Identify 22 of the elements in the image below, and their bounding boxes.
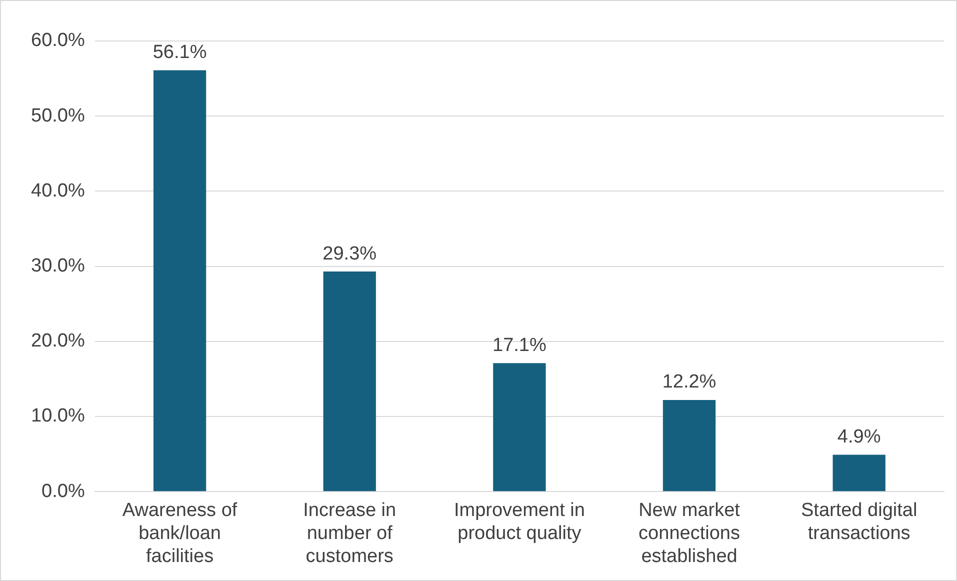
y-tick-label: 60.0%	[31, 30, 85, 52]
data-label: 12.2%	[662, 372, 716, 393]
x-tick-label: Increase in number of customers	[303, 500, 396, 567]
bar	[323, 272, 376, 492]
bar	[662, 400, 716, 492]
y-tick-label: 40.0%	[31, 180, 85, 202]
y-tick-label: 50.0%	[31, 105, 85, 126]
bar	[153, 70, 206, 492]
y-tick-label: 20.0%	[31, 330, 85, 352]
y-tick-label: 10.0%	[31, 406, 85, 427]
data-label: 4.9%	[837, 426, 881, 448]
bar	[832, 454, 886, 492]
data-label: 17.1%	[492, 334, 546, 356]
y-tick-label: 30.0%	[31, 256, 85, 277]
bar	[493, 363, 546, 492]
data-label: 56.1%	[152, 42, 207, 64]
x-tick-label: Improvement in product quality	[454, 500, 585, 544]
x-tick-label: New market connections established	[638, 500, 741, 567]
x-tick-label: Started digital transactions	[800, 500, 918, 544]
x-tick-label: Awareness of bank/loan facilities	[122, 500, 238, 567]
data-label: 29.3%	[322, 243, 377, 264]
y-tick-label: 0.0%	[42, 480, 85, 502]
